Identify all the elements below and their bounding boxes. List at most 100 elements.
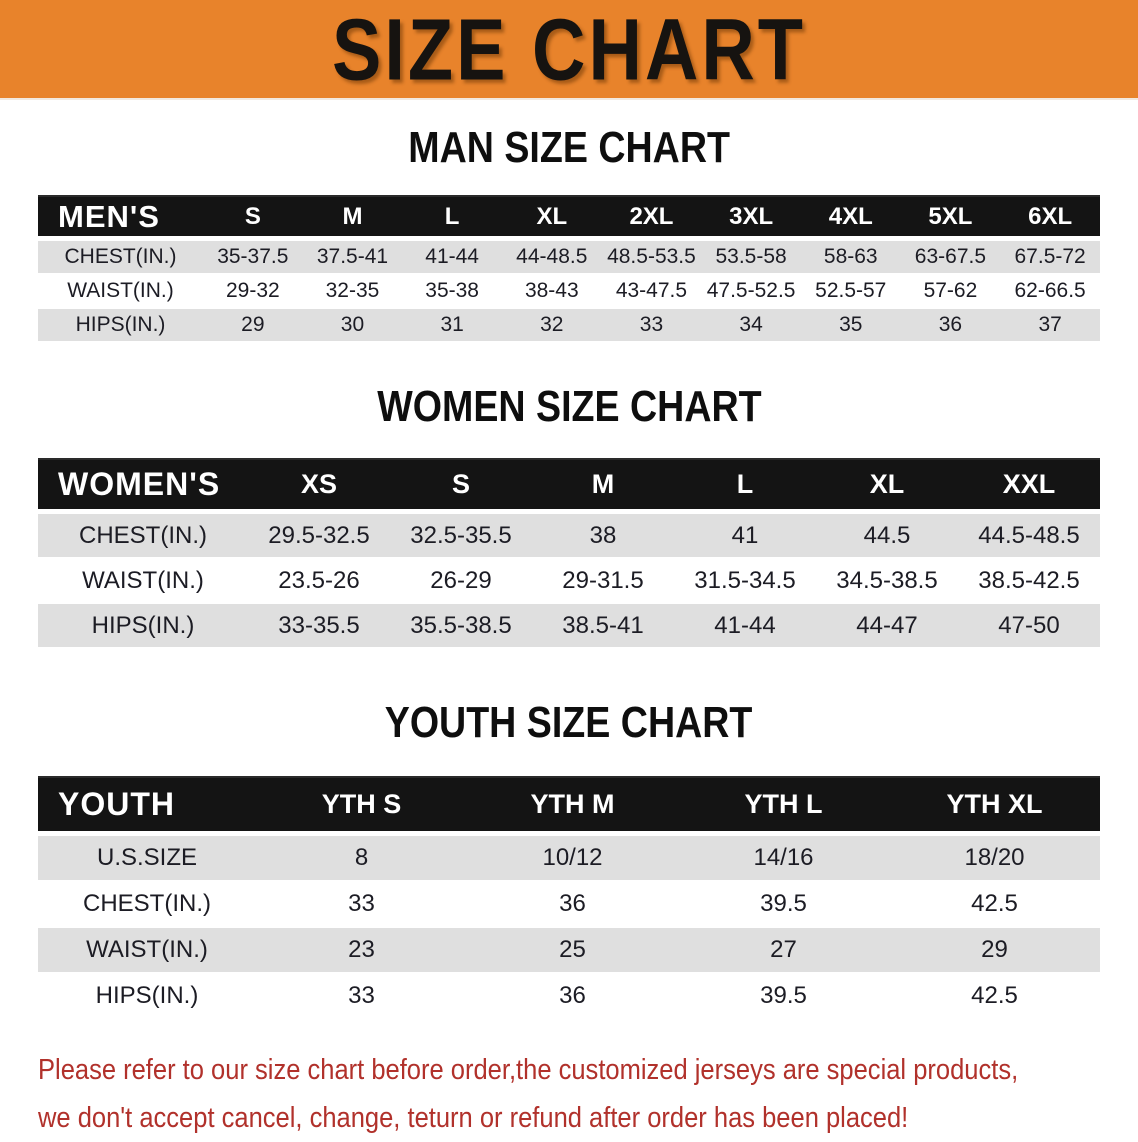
measurement-value: 37.5-41 xyxy=(302,241,403,275)
measurement-value: 33 xyxy=(256,974,467,1020)
measurement-value: 36 xyxy=(467,974,678,1020)
measurement-value: 35-37.5 xyxy=(203,241,303,275)
measurement-value: 62-66.5 xyxy=(1000,275,1100,309)
measurement-value: 14/16 xyxy=(678,836,889,882)
measurement-value: 44.5-48.5 xyxy=(958,514,1100,559)
measurement-value: 35-38 xyxy=(402,275,502,309)
measurement-label: CHEST(IN.) xyxy=(38,514,248,559)
youth-section-heading-text: YOUTH SIZE CHART xyxy=(385,699,753,747)
measurement-value: 31.5-34.5 xyxy=(674,559,816,604)
measurement-value: 38.5-42.5 xyxy=(958,559,1100,604)
measurement-row: CHEST(IN.) 35-37.5 37.5-41 41-44 44-48.5 48.5… xyxy=(38,241,1100,275)
measurement-row: WAIST(IN.) 23.5-26 26-29 29-31.5 31.5-34.5 34… xyxy=(38,559,1100,604)
size-column-header: M xyxy=(302,195,403,241)
measurement-value: 31 xyxy=(402,309,502,343)
measurement-label: WAIST(IN.) xyxy=(38,275,203,309)
measurement-value: 32 xyxy=(501,309,602,343)
size-column-header: S xyxy=(203,195,303,241)
measurement-value: 44-47 xyxy=(816,604,958,649)
men-size-table: MEN'S S M L XL 2XL 3XL 4XL 5XL 6XL CHEST(IN.) 35-37… xyxy=(38,195,1100,343)
measurement-label: CHEST(IN.) xyxy=(38,882,256,928)
measurement-label: WAIST(IN.) xyxy=(38,928,256,974)
measurement-row: CHEST(IN.) 29.5-32.5 32.5-35.5 38 41 44.5 44.5… xyxy=(38,514,1100,559)
measurement-value: 67.5-72 xyxy=(1000,241,1100,275)
measurement-label: HIPS(IN.) xyxy=(38,604,248,649)
measurement-label: WAIST(IN.) xyxy=(38,559,248,604)
men-section-heading-text: MAN SIZE CHART xyxy=(408,124,730,172)
measurement-value: 48.5-53.5 xyxy=(601,241,702,275)
measurement-value: 36 xyxy=(900,309,1001,343)
women-section-heading-text: WOMEN SIZE CHART xyxy=(376,383,762,431)
measurement-value: 35.5-38.5 xyxy=(390,604,532,649)
measurement-value: 44-48.5 xyxy=(501,241,602,275)
measurement-label: CHEST(IN.) xyxy=(38,241,203,275)
size-column-header: XS xyxy=(248,458,390,514)
measurement-label: HIPS(IN.) xyxy=(38,974,256,1020)
measurement-value: 8 xyxy=(256,836,467,882)
size-header-row: MEN'S S M L XL 2XL 3XL 4XL 5XL 6XL xyxy=(38,195,1100,241)
measurement-value: 39.5 xyxy=(678,974,889,1020)
measurement-label: U.S.SIZE xyxy=(38,836,256,882)
size-chart-banner: SIZE CHART xyxy=(0,0,1138,100)
size-column-header: 4XL xyxy=(800,195,901,241)
size-column-header: YTH S xyxy=(256,776,467,836)
measurement-value: 42.5 xyxy=(889,974,1100,1020)
youth-size-table: YOUTH YTH S YTH M YTH L YTH XL U.S.SIZE 8 10/12… xyxy=(38,776,1100,1020)
measurement-value: 33 xyxy=(256,882,467,928)
measurement-value: 47.5-52.5 xyxy=(701,275,801,309)
disclaimer-note: Please refer to our size chart before or… xyxy=(38,1046,1138,1142)
measurement-value: 32.5-35.5 xyxy=(390,514,532,559)
disclaimer-line-1: Please refer to our size chart before or… xyxy=(38,1054,1019,1086)
measurement-value: 34 xyxy=(701,309,801,343)
measurement-value: 58-63 xyxy=(800,241,901,275)
measurement-value: 29-32 xyxy=(203,275,303,309)
measurement-value: 38-43 xyxy=(501,275,602,309)
measurement-label: HIPS(IN.) xyxy=(38,309,203,343)
measurement-value: 18/20 xyxy=(889,836,1100,882)
size-column-header: S xyxy=(390,458,532,514)
size-column-header: YTH XL xyxy=(889,776,1100,836)
measurement-value: 42.5 xyxy=(889,882,1100,928)
size-header-row: WOMEN'S XS S M L XL XXL xyxy=(38,458,1100,514)
measurement-row: CHEST(IN.) 33 36 39.5 42.5 xyxy=(38,882,1100,928)
measurement-value: 23 xyxy=(256,928,467,974)
measurement-value: 41-44 xyxy=(402,241,502,275)
measurement-row: WAIST(IN.) 23 25 27 29 xyxy=(38,928,1100,974)
measurement-value: 33 xyxy=(601,309,702,343)
disclaimer-line-2: we don't accept cancel, change, teturn o… xyxy=(38,1102,909,1134)
size-column-header: 2XL xyxy=(601,195,702,241)
size-column-header: XL xyxy=(816,458,958,514)
measurement-value: 32-35 xyxy=(302,275,403,309)
measurement-row: HIPS(IN.) 29 30 31 32 33 34 35 36 37 xyxy=(38,309,1100,343)
size-column-header: XXL xyxy=(958,458,1100,514)
size-header-row: YOUTH YTH S YTH M YTH L YTH XL xyxy=(38,776,1100,836)
measurement-value: 53.5-58 xyxy=(701,241,801,275)
size-column-header: 6XL xyxy=(1000,195,1100,241)
measurement-value: 52.5-57 xyxy=(800,275,901,309)
measurement-value: 44.5 xyxy=(816,514,958,559)
measurement-value: 26-29 xyxy=(390,559,532,604)
size-column-header: YTH M xyxy=(467,776,678,836)
measurement-value: 33-35.5 xyxy=(248,604,390,649)
measurement-row: WAIST(IN.) 29-32 32-35 35-38 38-43 43-47.5 47.… xyxy=(38,275,1100,309)
page-title: SIZE CHART xyxy=(332,0,806,98)
women-section-heading: WOMEN SIZE CHART xyxy=(0,383,1138,431)
measurement-value: 38.5-41 xyxy=(532,604,674,649)
measurement-value: 29-31.5 xyxy=(532,559,674,604)
measurement-value: 34.5-38.5 xyxy=(816,559,958,604)
measurement-value: 41 xyxy=(674,514,816,559)
measurement-value: 25 xyxy=(467,928,678,974)
measurement-row: HIPS(IN.) 33-35.5 35.5-38.5 38.5-41 41-44 44-… xyxy=(38,604,1100,649)
size-column-header: M xyxy=(532,458,674,514)
measurement-value: 43-47.5 xyxy=(601,275,702,309)
measurement-value: 63-67.5 xyxy=(900,241,1001,275)
size-column-header: XL xyxy=(501,195,602,241)
measurement-value: 57-62 xyxy=(900,275,1001,309)
table-corner-label: WOMEN'S xyxy=(38,458,248,514)
men-section-heading: MAN SIZE CHART xyxy=(0,124,1138,172)
measurement-value: 38 xyxy=(532,514,674,559)
measurement-value: 39.5 xyxy=(678,882,889,928)
table-corner-label: YOUTH xyxy=(38,776,256,836)
measurement-value: 37 xyxy=(1000,309,1100,343)
measurement-value: 29.5-32.5 xyxy=(248,514,390,559)
